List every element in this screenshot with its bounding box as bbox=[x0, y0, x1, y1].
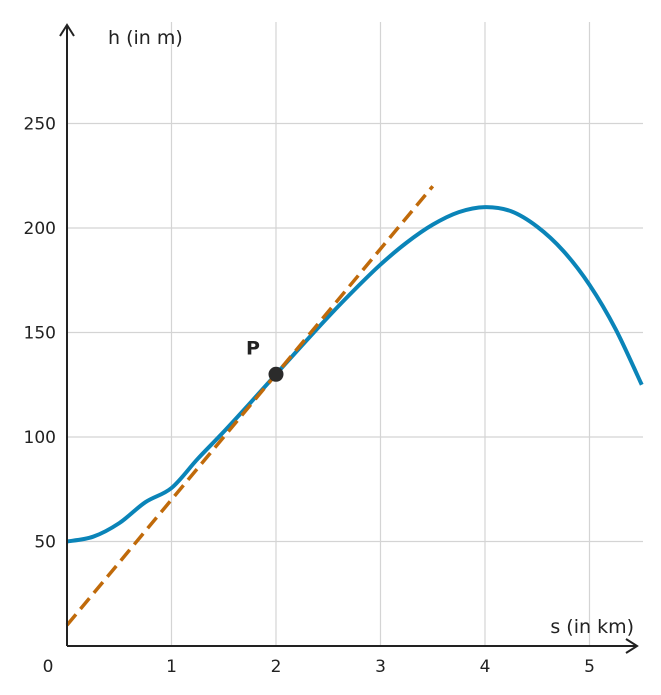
point-label-0: P bbox=[246, 337, 260, 359]
x-tick-label-2: 3 bbox=[375, 657, 386, 677]
series-layer bbox=[65, 185, 644, 627]
x-tick-label-0: 1 bbox=[166, 657, 177, 677]
tick-labels: 1 2 3 4 5 50 100 150 200 250 bbox=[24, 115, 595, 678]
points-layer: P bbox=[246, 337, 284, 382]
y-tick-label-4: 250 bbox=[24, 115, 56, 135]
y-tick-label-2: 150 bbox=[24, 324, 56, 344]
axes bbox=[59, 23, 639, 654]
y-axis-title: h (in m) bbox=[108, 27, 183, 49]
x-tick-label-1: 2 bbox=[271, 657, 282, 677]
point-marker-0 bbox=[268, 366, 284, 382]
x-axis-arrow-icon bbox=[625, 638, 639, 654]
y-tick-label-1: 100 bbox=[24, 428, 56, 448]
x-tick-label-4: 5 bbox=[584, 657, 595, 677]
height-curve-series-0 bbox=[66, 205, 644, 544]
y-axis-arrow-icon bbox=[59, 23, 75, 37]
tangent-line-series-1 bbox=[65, 185, 435, 627]
grid bbox=[67, 22, 643, 646]
x-tick-label-3: 4 bbox=[480, 657, 491, 677]
y-tick-label-0: 50 bbox=[34, 533, 56, 553]
origin-label: 0 bbox=[43, 657, 54, 677]
x-axis-title: s (in km) bbox=[550, 616, 634, 638]
y-tick-label-3: 200 bbox=[24, 219, 56, 239]
